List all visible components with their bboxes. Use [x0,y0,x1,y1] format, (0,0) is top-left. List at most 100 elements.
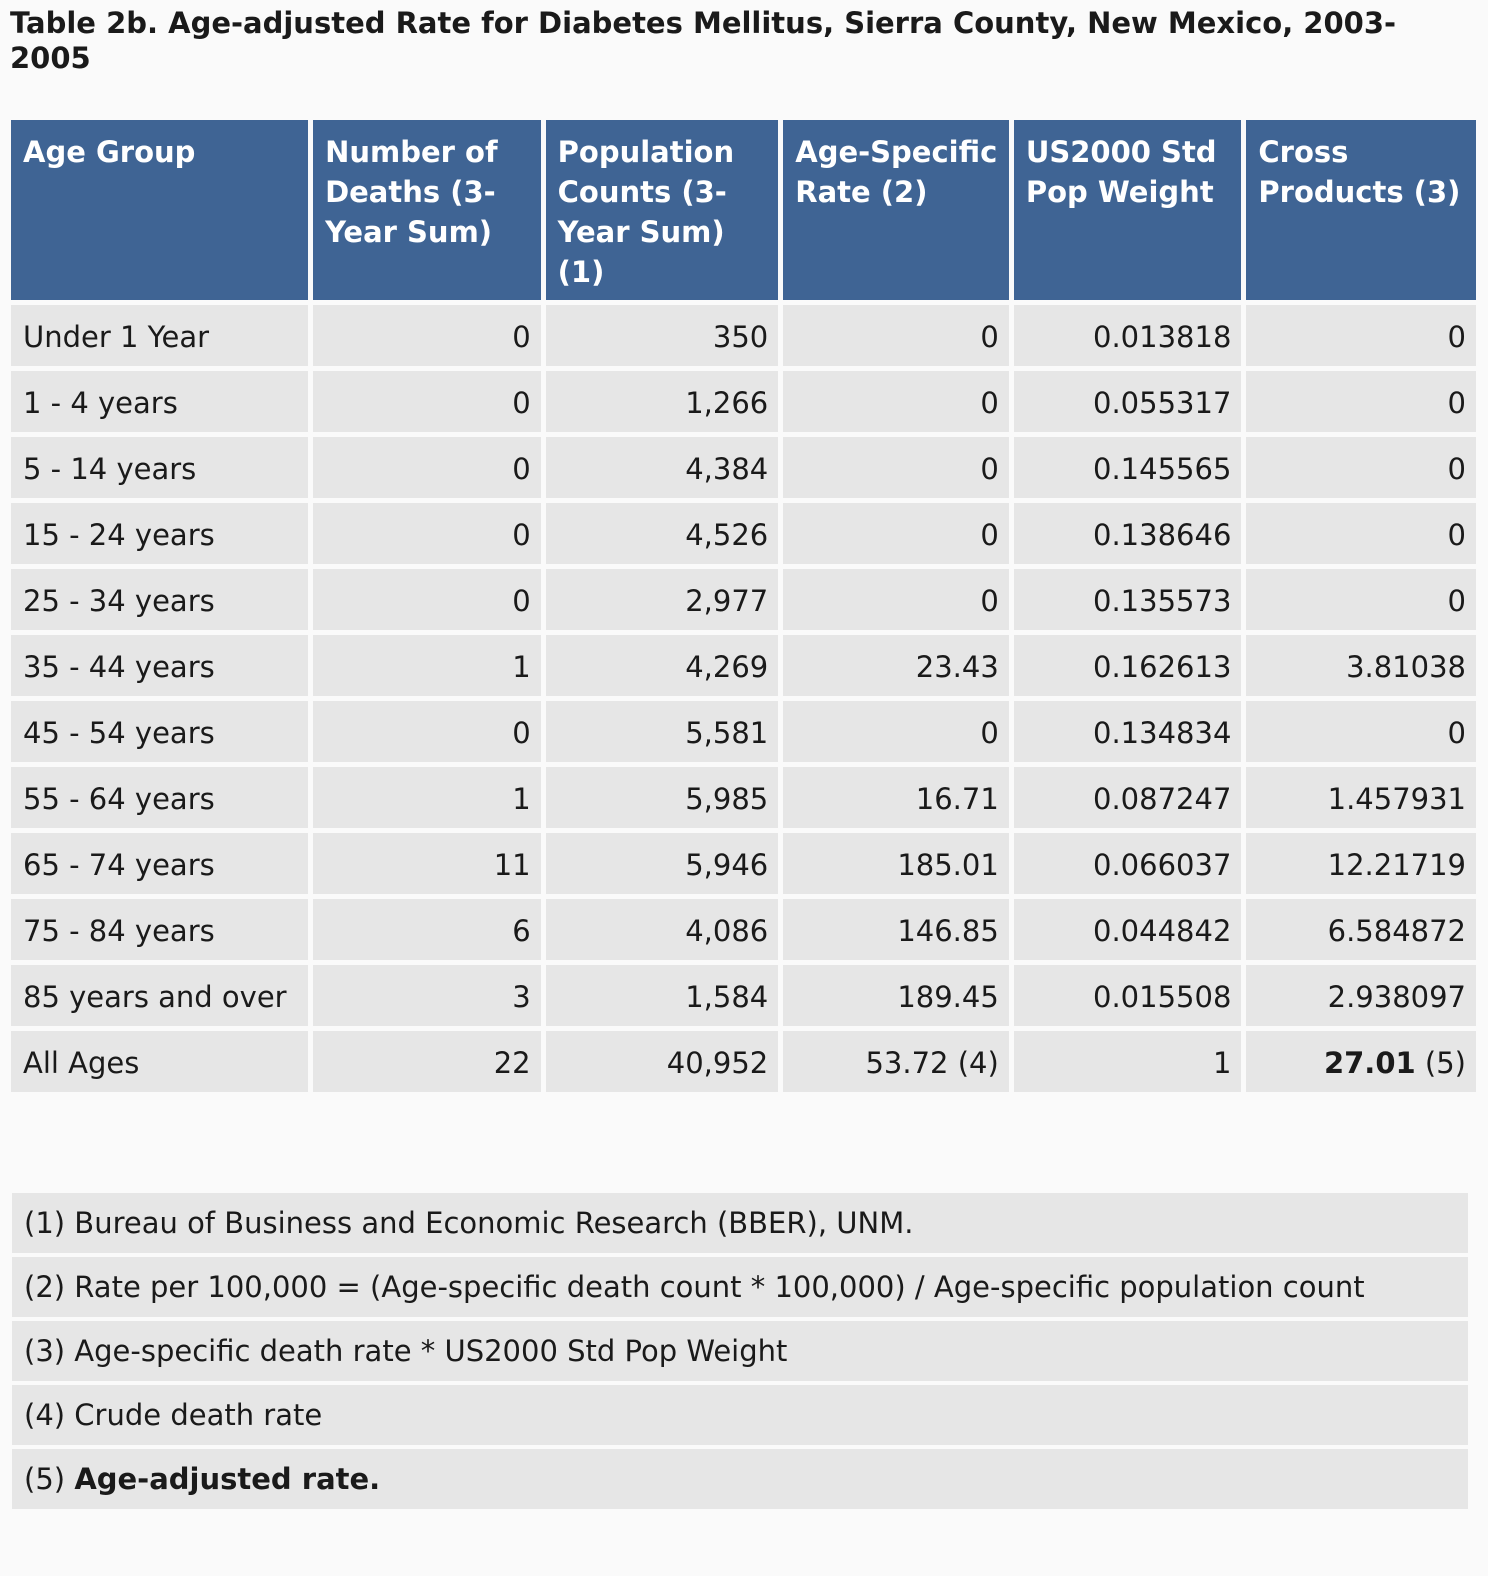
cell-rate: 16.71 [783,767,1009,828]
table-row: 75 - 84 years 6 4,086 146.85 0.044842 6.… [11,899,1476,960]
cell-population: 4,526 [545,503,779,564]
table-row: 5 - 14 years 0 4,384 0 0.145565 0 [11,437,1476,498]
cell-cross-product: 0 [1246,371,1476,432]
cell-population: 350 [545,305,779,366]
footnote-5-text: Age-adjusted rate. [74,1462,381,1496]
cell-weight: 0.087247 [1013,767,1242,828]
table-row: 45 - 54 years 0 5,581 0 0.134834 0 [11,701,1476,762]
cell-age-group: Under 1 Year [11,305,309,366]
cell-weight: 0.138646 [1013,503,1242,564]
cell-weight: 0.055317 [1013,371,1242,432]
cell-deaths: 0 [313,503,541,564]
cell-population: 4,269 [545,635,779,696]
header-population: Population Counts (3-Year Sum)(1) [545,120,779,300]
cell-age-group: 45 - 54 years [11,701,309,762]
table-header-row: Age Group Number of Deaths (3-Year Sum) … [11,120,1476,300]
cell-age-group: 85 years and over [11,965,309,1026]
footnote-1: (1) Bureau of Business and Economic Rese… [12,1193,1468,1253]
header-rate: Age-Specific Rate (2) [783,120,1009,300]
table-row: 35 - 44 years 1 4,269 23.43 0.162613 3.8… [11,635,1476,696]
cell-population: 1,584 [545,965,779,1026]
cell-population: 5,581 [545,701,779,762]
cell-weight: 0.135573 [1013,569,1242,630]
header-cross-products: Cross Products (3) [1246,120,1476,300]
cell-deaths: 1 [313,767,541,828]
header-age-group: Age Group [11,120,309,300]
cell-weight: 0.044842 [1013,899,1242,960]
cell-rate: 0 [783,701,1009,762]
cell-age-group: 1 - 4 years [11,371,309,432]
table-row: 65 - 74 years 11 5,946 185.01 0.066037 1… [11,833,1476,894]
cell-age-group: 5 - 14 years [11,437,309,498]
cell-deaths: 6 [313,899,541,960]
cell-cross-product: 0 [1246,569,1476,630]
cell-age-group: 35 - 44 years [11,635,309,696]
table-row: 1 - 4 years 0 1,266 0 0.055317 0 [11,371,1476,432]
footnote-row: (4) Crude death rate [12,1385,1468,1445]
table-row: 25 - 34 years 0 2,977 0 0.135573 0 [11,569,1476,630]
cell-cross-product: 6.584872 [1246,899,1476,960]
total-deaths: 22 [313,1031,541,1092]
cell-rate: 23.43 [783,635,1009,696]
cell-cross-product: 0 [1246,437,1476,498]
footnote-row: (3) Age-specific death rate * US2000 Std… [12,1321,1468,1381]
cell-weight: 0.013818 [1013,305,1242,366]
cell-weight: 0.145565 [1013,437,1242,498]
cell-population: 5,946 [545,833,779,894]
table-row: 85 years and over 3 1,584 189.45 0.01550… [11,965,1476,1026]
cell-deaths: 0 [313,437,541,498]
cell-deaths: 3 [313,965,541,1026]
cell-cross-product: 12.21719 [1246,833,1476,894]
cell-rate: 0 [783,371,1009,432]
footnote-row: (1) Bureau of Business and Economic Rese… [12,1193,1468,1253]
footnote-row: (2) Rate per 100,000 = (Age-specific dea… [12,1257,1468,1317]
cell-cross-product: 0 [1246,305,1476,366]
total-population: 40,952 [545,1031,779,1092]
cell-age-group: 15 - 24 years [11,503,309,564]
footnote-row: (5) Age-adjusted rate. [12,1449,1468,1509]
cell-weight: 0.066037 [1013,833,1242,894]
crude-rate: 53.72 (4) [783,1031,1009,1092]
cell-cross-product: 2.938097 [1246,965,1476,1026]
cell-cross-product: 0 [1246,701,1476,762]
cell-rate: 189.45 [783,965,1009,1026]
cell-population: 4,384 [545,437,779,498]
cell-rate: 0 [783,305,1009,366]
footnote-3: (3) Age-specific death rate * US2000 Std… [12,1321,1468,1381]
age-adjusted-rate-note: (5) [1424,1046,1466,1080]
rate-table: Age Group Number of Deaths (3-Year Sum) … [6,115,1481,1097]
header-weight: US2000 Std Pop Weight [1013,120,1242,300]
cell-deaths: 0 [313,569,541,630]
cell-population: 2,977 [545,569,779,630]
header-deaths: Number of Deaths (3-Year Sum) [313,120,541,300]
cell-age-group: 55 - 64 years [11,767,309,828]
age-adjusted-rate-cell: 27.01 (5) [1246,1031,1476,1092]
cell-age-group: 25 - 34 years [11,569,309,630]
cell-rate: 146.85 [783,899,1009,960]
age-adjusted-rate-value: 27.01 [1323,1046,1416,1080]
footnote-2: (2) Rate per 100,000 = (Age-specific dea… [12,1257,1468,1317]
cell-population: 5,985 [545,767,779,828]
cell-rate: 0 [783,503,1009,564]
cell-population: 1,266 [545,371,779,432]
page-title: Table 2b. Age-adjusted Rate for Diabetes… [10,6,1397,75]
cell-weight: 0.015508 [1013,965,1242,1026]
table-row: 15 - 24 years 0 4,526 0 0.138646 0 [11,503,1476,564]
footnote-5: (5) Age-adjusted rate. [12,1449,1468,1509]
cell-population: 4,086 [545,899,779,960]
cell-age-group: 65 - 74 years [11,833,309,894]
cell-rate: 185.01 [783,833,1009,894]
footnote-4: (4) Crude death rate [12,1385,1468,1445]
table-row: Under 1 Year 0 350 0 0.013818 0 [11,305,1476,366]
cell-rate: 0 [783,437,1009,498]
cell-cross-product: 3.81038 [1246,635,1476,696]
cell-deaths: 0 [313,701,541,762]
total-weight: 1 [1013,1031,1242,1092]
cell-age-group: 75 - 84 years [11,899,309,960]
cell-deaths: 11 [313,833,541,894]
cell-deaths: 0 [313,371,541,432]
footnote-5-prefix: (5) [24,1462,66,1496]
cell-weight: 0.162613 [1013,635,1242,696]
cell-rate: 0 [783,569,1009,630]
